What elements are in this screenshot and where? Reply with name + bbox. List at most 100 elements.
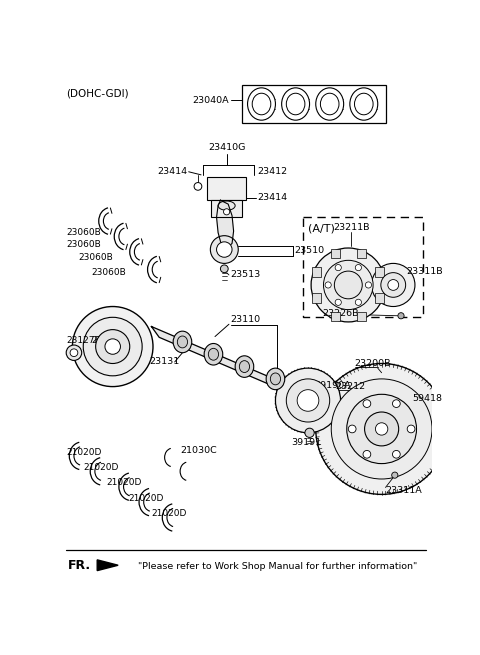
- Text: 23414: 23414: [258, 193, 288, 202]
- Ellipse shape: [173, 331, 192, 353]
- Text: 23124B: 23124B: [91, 336, 125, 345]
- Text: 23311B: 23311B: [407, 267, 443, 276]
- Text: "Please refer to Work Shop Manual for further information": "Please refer to Work Shop Manual for fu…: [137, 561, 417, 571]
- Circle shape: [331, 379, 432, 479]
- Circle shape: [363, 400, 371, 407]
- Text: 39191: 39191: [291, 438, 321, 447]
- Text: 23311A: 23311A: [385, 486, 422, 495]
- Circle shape: [335, 299, 341, 305]
- Text: 39190A: 39190A: [314, 381, 351, 390]
- Text: 23226B: 23226B: [322, 309, 359, 318]
- Circle shape: [325, 282, 331, 288]
- Ellipse shape: [252, 93, 271, 115]
- Circle shape: [393, 451, 400, 458]
- Circle shape: [83, 317, 142, 376]
- Ellipse shape: [248, 88, 276, 120]
- Bar: [331, 249, 340, 258]
- Circle shape: [398, 312, 404, 319]
- Bar: [211, 200, 242, 217]
- Ellipse shape: [355, 93, 373, 115]
- Ellipse shape: [270, 373, 281, 385]
- Circle shape: [66, 345, 82, 360]
- Bar: [312, 267, 322, 276]
- Text: 21020D: 21020D: [152, 509, 187, 518]
- Text: 23212: 23212: [335, 382, 365, 391]
- Circle shape: [297, 390, 319, 411]
- Ellipse shape: [240, 361, 250, 373]
- Polygon shape: [97, 560, 118, 571]
- Circle shape: [286, 379, 330, 422]
- Circle shape: [381, 272, 406, 297]
- Text: 23513: 23513: [230, 271, 261, 280]
- Circle shape: [355, 299, 361, 305]
- Text: 23040A: 23040A: [192, 96, 229, 105]
- Circle shape: [276, 368, 340, 433]
- Bar: [375, 267, 384, 276]
- Text: (DOHC-GDI): (DOHC-GDI): [66, 89, 129, 99]
- Circle shape: [335, 271, 362, 299]
- Polygon shape: [216, 200, 234, 248]
- Bar: [357, 312, 366, 321]
- Circle shape: [72, 307, 153, 386]
- Bar: [242, 84, 385, 123]
- Circle shape: [224, 209, 230, 215]
- Circle shape: [393, 400, 400, 407]
- Text: 23060B: 23060B: [66, 240, 101, 249]
- Text: 23410G: 23410G: [208, 143, 245, 153]
- Circle shape: [220, 265, 228, 272]
- Ellipse shape: [266, 368, 285, 390]
- Text: 23110: 23110: [230, 315, 261, 324]
- Text: 21030C: 21030C: [180, 446, 217, 455]
- Bar: [207, 177, 246, 200]
- Text: 23060B: 23060B: [79, 253, 113, 262]
- Circle shape: [365, 412, 399, 446]
- Text: 23200B: 23200B: [355, 359, 391, 368]
- Circle shape: [392, 472, 398, 478]
- Circle shape: [355, 265, 361, 271]
- Text: 23414: 23414: [158, 167, 188, 176]
- Circle shape: [70, 349, 78, 356]
- Circle shape: [347, 394, 417, 464]
- Ellipse shape: [218, 201, 235, 210]
- Circle shape: [210, 236, 238, 263]
- Text: 21020D: 21020D: [83, 463, 119, 472]
- Ellipse shape: [235, 356, 254, 377]
- Circle shape: [365, 282, 372, 288]
- Ellipse shape: [350, 88, 378, 120]
- Circle shape: [194, 183, 202, 190]
- Text: 23211B: 23211B: [333, 223, 369, 232]
- Ellipse shape: [177, 336, 188, 348]
- Ellipse shape: [286, 93, 305, 115]
- Ellipse shape: [204, 343, 223, 365]
- Polygon shape: [152, 327, 314, 403]
- Text: 21020D: 21020D: [107, 478, 142, 487]
- Text: 23060B: 23060B: [91, 268, 126, 277]
- Circle shape: [305, 428, 314, 438]
- Text: 59418: 59418: [412, 394, 442, 403]
- Circle shape: [96, 329, 130, 364]
- Bar: [375, 293, 384, 303]
- Circle shape: [311, 248, 385, 322]
- Text: 21020D: 21020D: [66, 447, 102, 457]
- Text: 23127B: 23127B: [66, 336, 101, 345]
- Bar: [357, 249, 366, 258]
- Ellipse shape: [316, 88, 344, 120]
- Circle shape: [324, 260, 373, 310]
- Ellipse shape: [282, 88, 310, 120]
- Circle shape: [363, 451, 371, 458]
- Text: 21020D: 21020D: [128, 494, 164, 503]
- Circle shape: [216, 242, 232, 257]
- Text: 23510: 23510: [294, 246, 324, 255]
- Circle shape: [407, 425, 415, 433]
- Bar: [331, 312, 340, 321]
- Circle shape: [348, 425, 356, 433]
- Bar: [312, 293, 322, 303]
- Text: FR.: FR.: [68, 559, 91, 572]
- Circle shape: [335, 265, 341, 271]
- Text: 23412: 23412: [258, 167, 288, 176]
- Text: (A/T): (A/T): [308, 224, 335, 234]
- Ellipse shape: [321, 93, 339, 115]
- Text: 23131: 23131: [149, 358, 180, 366]
- Circle shape: [375, 422, 388, 435]
- Bar: [303, 217, 423, 317]
